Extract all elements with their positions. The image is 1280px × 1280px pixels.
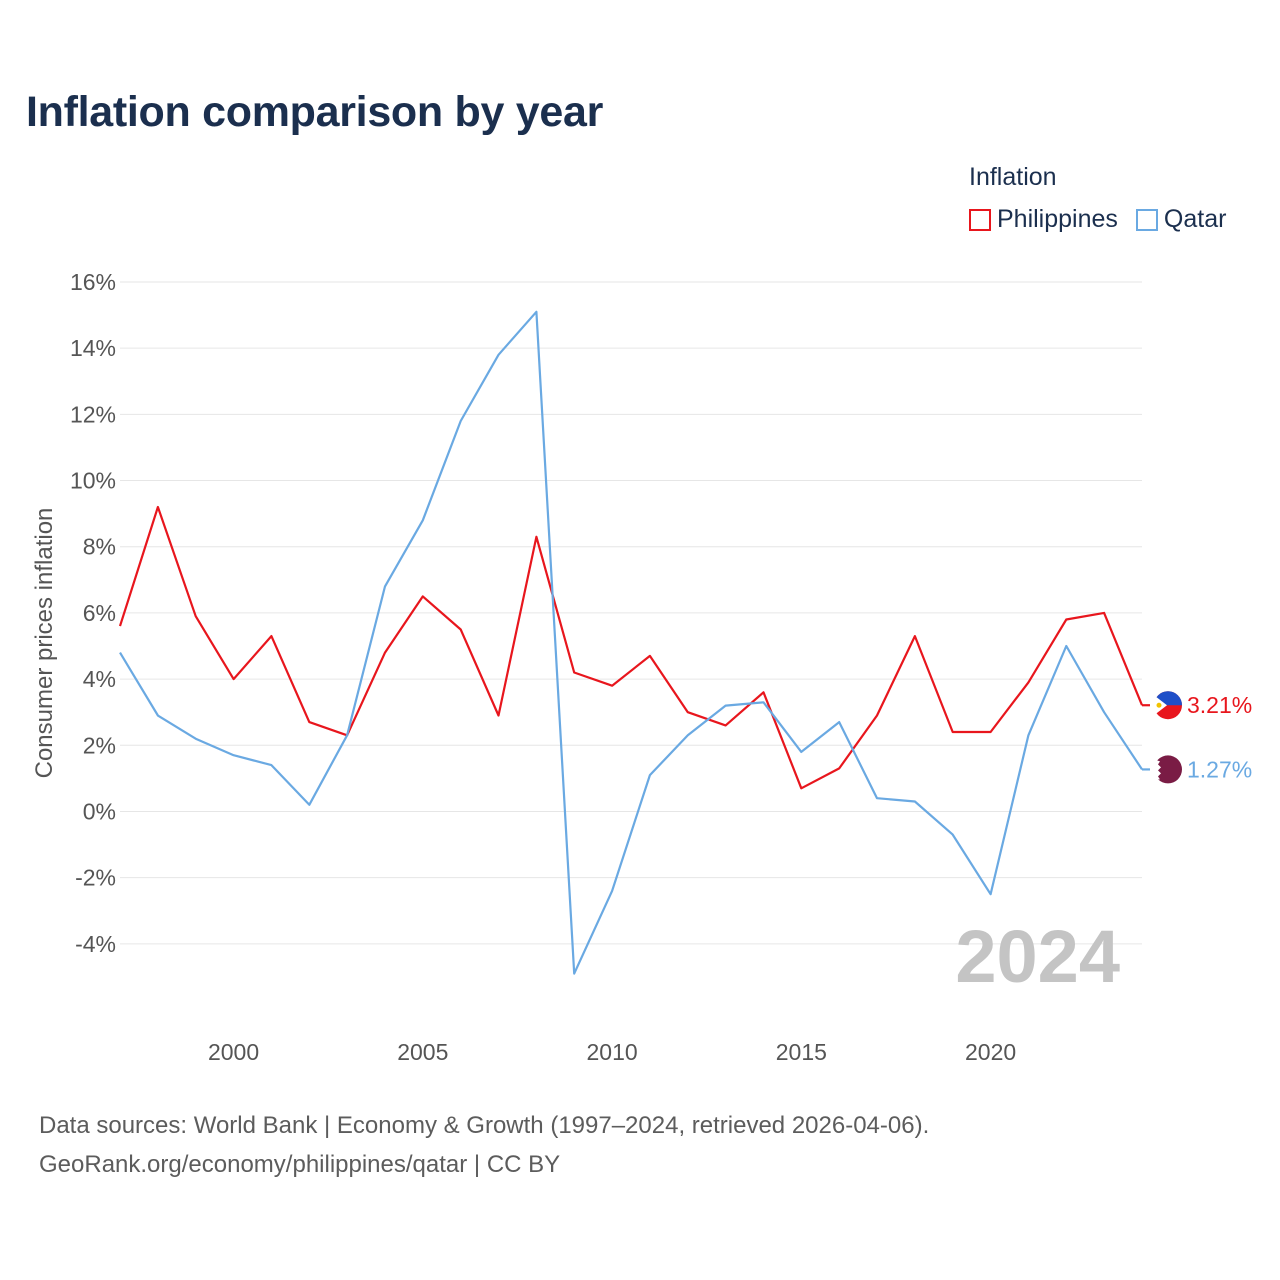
chart-title: Inflation comparison by year [26,88,604,136]
year-watermark: 2024 [955,915,1120,998]
x-tick-label: 2020 [965,1039,1016,1065]
gridlines [120,281,1142,945]
end-value-label-qatar: 1.27% [1187,756,1252,782]
legend: Philippines Qatar [969,205,1244,234]
y-tick-label: -2% [75,865,116,891]
y-tick-label: 4% [83,666,116,692]
series-line-qatar[interactable] [119,310,1143,975]
legend-item-philippines[interactable]: Philippines [969,205,1118,234]
x-tick-label: 2010 [586,1039,637,1065]
y-tick-label: -4% [75,931,116,957]
y-tick-labels: 16% 14% 12% 10% 8% 6% 4% 2% 0% -2% -4% [70,269,116,957]
legend-item-qatar[interactable]: Qatar [1135,205,1227,234]
y-axis-label: Consumer prices inflation [31,508,58,779]
y-tick-label: 14% [70,335,116,361]
y-tick-label: 6% [83,600,116,626]
x-tick-label: 2000 [208,1039,259,1065]
footer-link[interactable]: GeoRank.org/economy/philippines/qatar | … [39,1151,561,1178]
flag-sun [1156,702,1162,708]
legend-title: Inflation [969,163,1057,191]
legend-label-philippines: Philippines [997,205,1118,233]
y-tick-label: 8% [83,534,116,560]
y-tick-label: 2% [83,732,116,758]
footer: Data sources: World Bank | Economy & Gro… [39,1106,929,1184]
x-tick-label: 2015 [776,1039,827,1065]
flag-serration [1154,759,1161,780]
y-tick-label: 0% [83,798,116,824]
end-markers: 3.21% 1.27% [1154,691,1252,784]
footer-source: Data sources: World Bank | Economy & Gro… [39,1112,930,1139]
series-line-philippines[interactable] [118,505,1144,790]
y-tick-label: 16% [70,269,116,295]
end-value-label-philippines: 3.21% [1187,692,1252,718]
flag-icon-philippines [1154,691,1182,720]
series-lines [118,310,1150,975]
y-tick-label: 12% [70,401,116,427]
flag-disc [1154,755,1182,784]
legend-swatch-philippines [969,208,991,231]
legend-swatch-qatar [1135,208,1158,231]
y-tick-label: 10% [70,468,116,494]
flag-icon-qatar [1154,755,1182,784]
x-tick-label: 2005 [397,1039,448,1065]
x-tick-labels: 2000 2005 2010 2015 2020 [208,1039,1016,1065]
legend-label-qatar: Qatar [1163,205,1227,233]
